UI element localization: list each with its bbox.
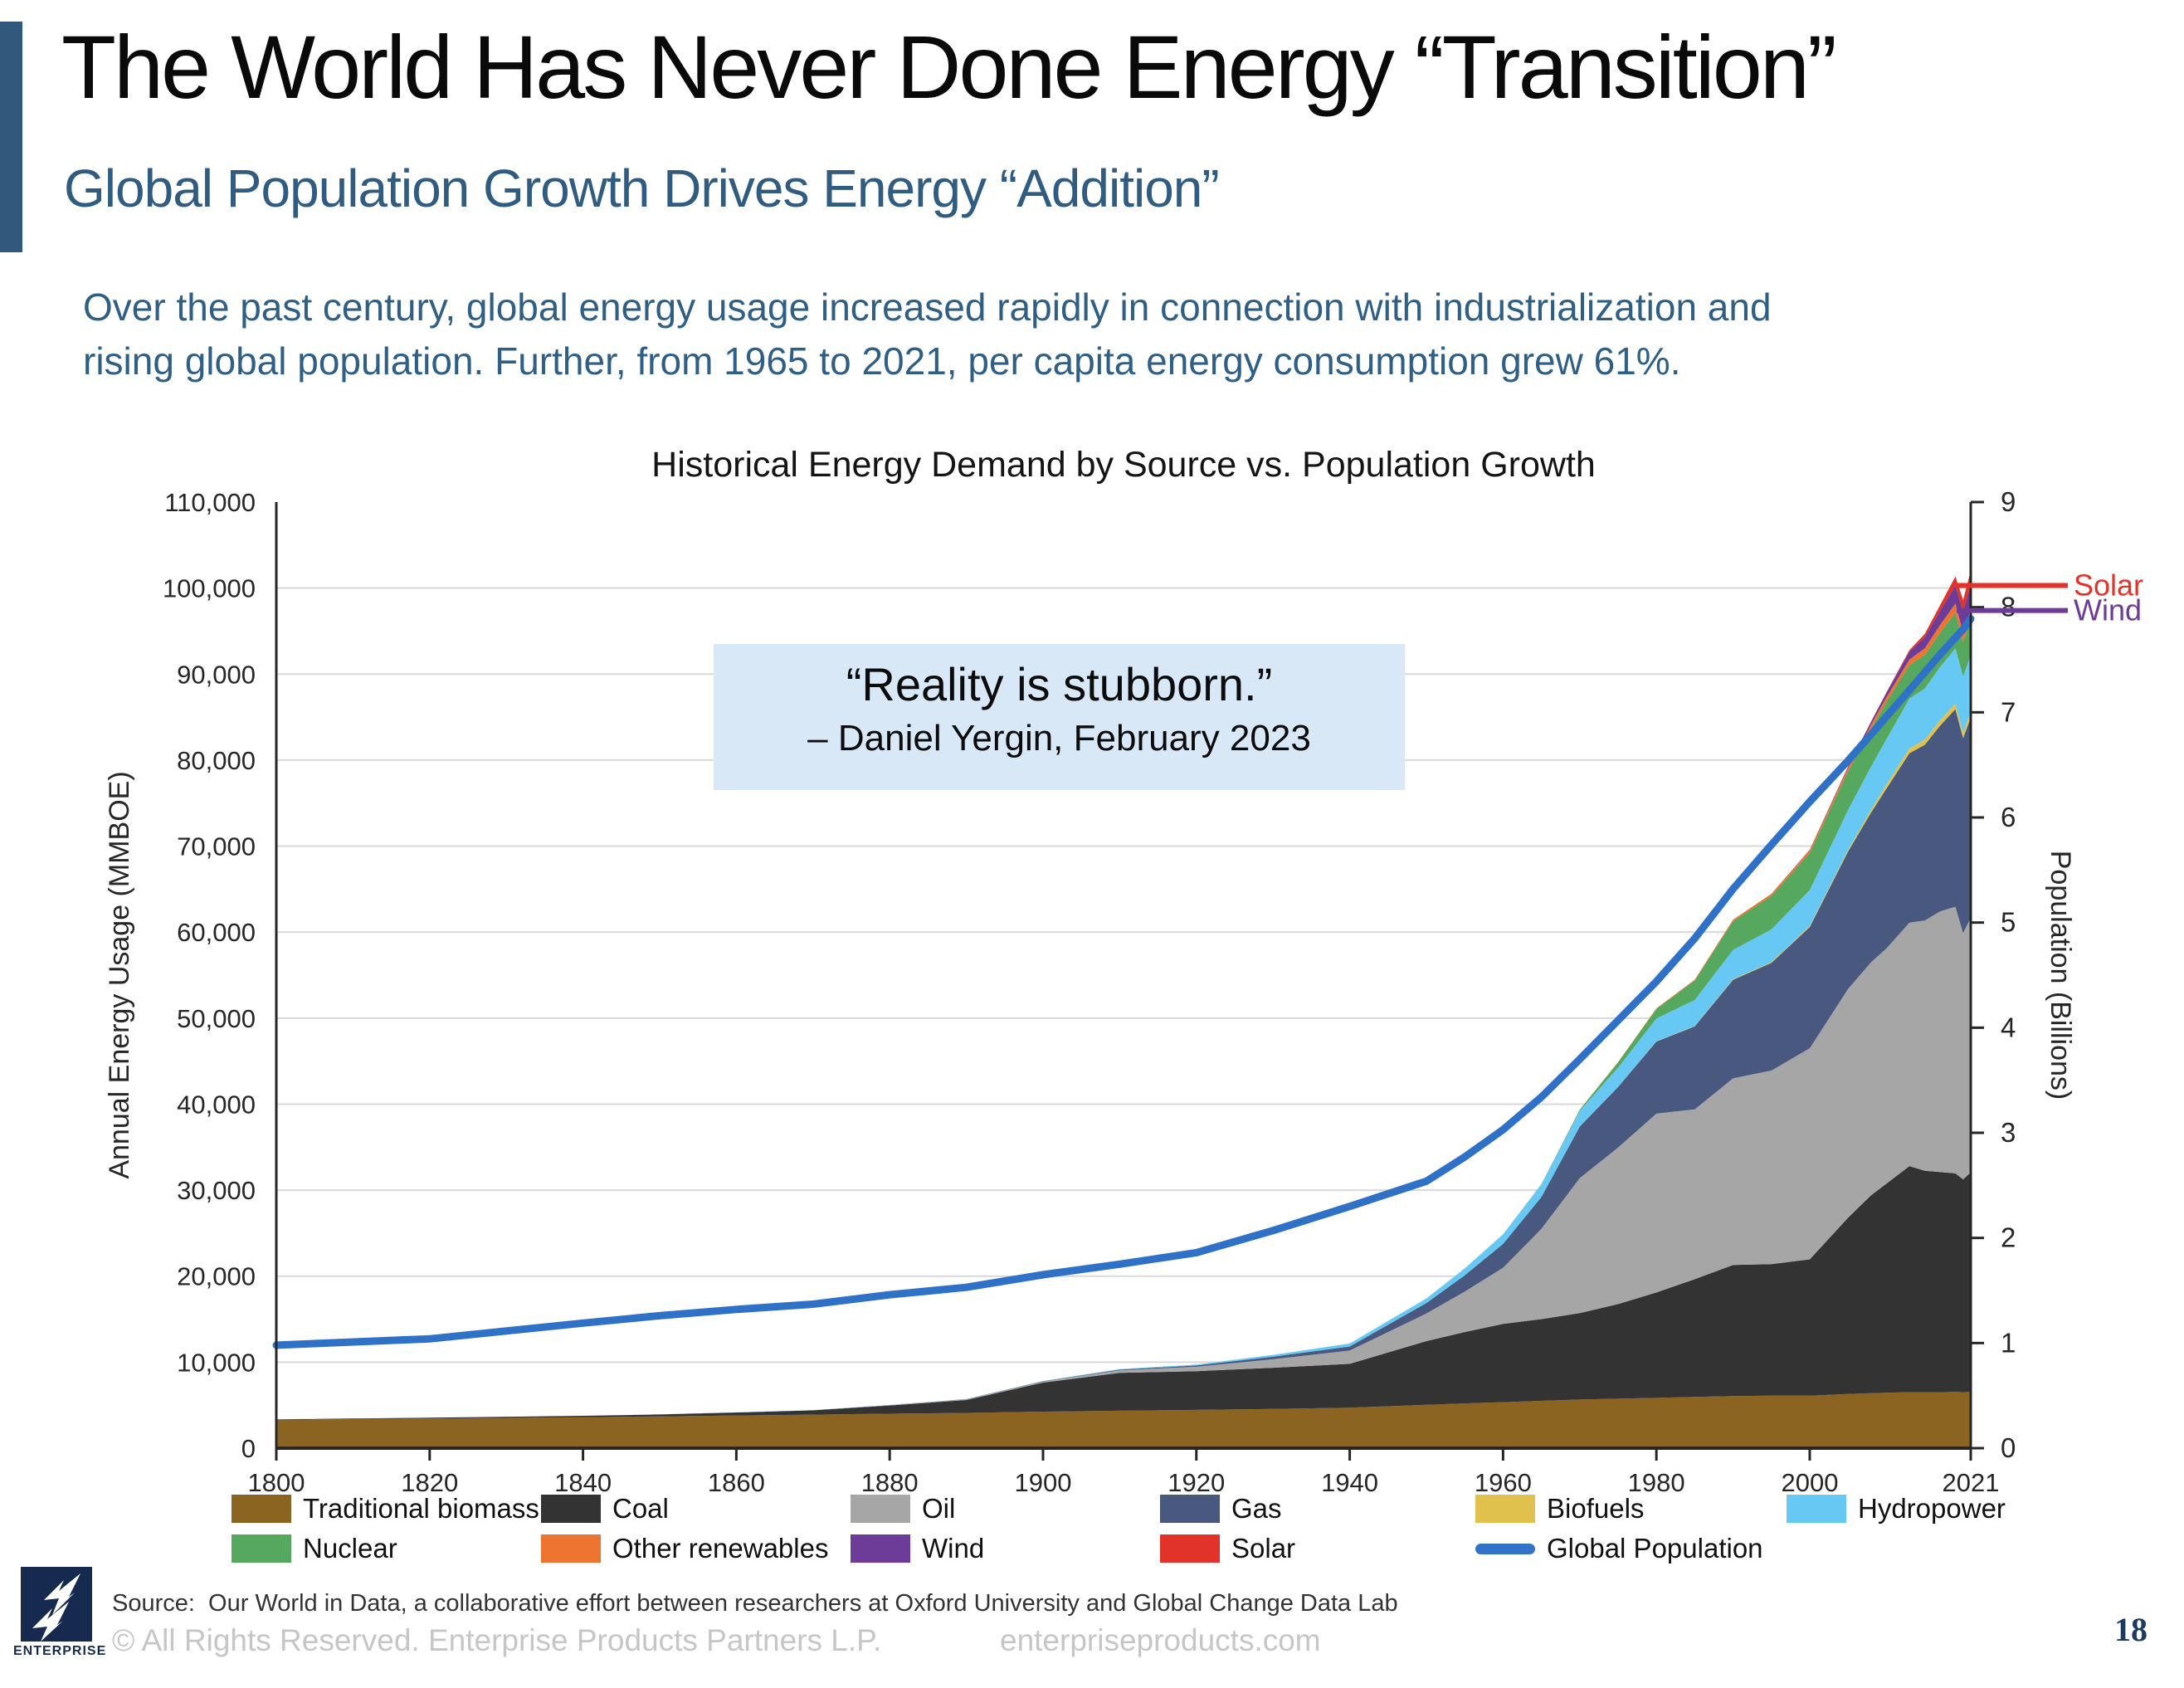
x-tick-label: 1900 xyxy=(1014,1468,1071,1497)
y-tick-label-left: 50,000 xyxy=(177,1004,256,1033)
y-tick-label-right: 3 xyxy=(2001,1117,2016,1148)
y-tick-label-right: 8 xyxy=(2001,592,2016,622)
y-tick-label-right: 1 xyxy=(2001,1327,2016,1358)
area-oil xyxy=(276,906,1971,1420)
area-coal xyxy=(276,1166,1971,1420)
y-tick-label-left: 80,000 xyxy=(177,746,256,775)
area-traditional-biomass xyxy=(276,1392,1971,1448)
y-axis-title-right: Population (Billions) xyxy=(2045,851,2076,1100)
title-accent-bar xyxy=(0,22,22,252)
y-tick-label-right: 0 xyxy=(2001,1432,2016,1463)
page-title: The World Has Never Done Energy “Transit… xyxy=(61,17,1837,117)
x-tick-label: 1960 xyxy=(1475,1468,1532,1497)
y-tick-label-left: 0 xyxy=(241,1434,256,1463)
intro-paragraph: Over the past century, global energy usa… xyxy=(83,281,1772,389)
quote-attribution: – Daniel Yergin, February 2023 xyxy=(807,718,1311,759)
annotation-label-solar: Solar xyxy=(2074,568,2143,603)
y-tick-label-right: 2 xyxy=(2001,1222,2016,1253)
y-tick-label-right: 4 xyxy=(2001,1012,2016,1042)
x-tick-label: 1980 xyxy=(1628,1468,1685,1497)
x-tick-label: 1800 xyxy=(248,1468,305,1497)
y-tick-label-left: 60,000 xyxy=(177,918,256,947)
y-tick-label-left: 100,000 xyxy=(163,574,256,603)
x-tick-label: 2000 xyxy=(1781,1468,1838,1497)
copyright-text: © All Rights Reserved. Enterprise Produc… xyxy=(112,1623,882,1657)
quote-text: “Reality is stubborn.” xyxy=(846,658,1273,710)
x-tick-label: 2021 xyxy=(1943,1468,2000,1497)
y-tick-label-left: 110,000 xyxy=(164,488,256,517)
x-tick-label: 1920 xyxy=(1168,1468,1225,1497)
quote-callout: “Reality is stubborn.” – Daniel Yergin, … xyxy=(714,644,1405,790)
enterprise-logo xyxy=(21,1567,92,1642)
y-tick-label-left: 90,000 xyxy=(177,660,256,689)
enterprise-logo-text: ENTERPRISE xyxy=(13,1644,107,1658)
y-tick-label-right: 7 xyxy=(2001,696,2016,727)
y-axis-title-left: Annual Energy Usage (MMBOE) xyxy=(104,771,135,1178)
annotation-label-wind: Wind xyxy=(2074,593,2142,627)
y-tick-label-left: 30,000 xyxy=(177,1176,256,1205)
y-tick-label-left: 70,000 xyxy=(177,832,256,861)
chart-title: Historical Energy Demand by Source vs. P… xyxy=(651,445,1596,485)
intro-line-1: Over the past century, global energy usa… xyxy=(83,285,1772,329)
y-tick-label-left: 40,000 xyxy=(177,1090,256,1119)
line-global-population xyxy=(272,615,1975,1349)
intro-line-2: rising global population. Further, from … xyxy=(83,339,1681,383)
page-number: 18 xyxy=(2114,1611,2147,1648)
y-tick-label-left: 10,000 xyxy=(177,1348,256,1377)
y-tick-label-right: 6 xyxy=(2001,802,2016,832)
x-tick-label: 1820 xyxy=(401,1468,458,1497)
x-tick-label: 1860 xyxy=(708,1468,765,1497)
website-link[interactable]: enterpriseproducts.com xyxy=(1000,1623,1321,1657)
x-tick-label: 1840 xyxy=(554,1468,612,1497)
y-tick-label-right: 9 xyxy=(2001,486,2016,517)
x-tick-label: 1880 xyxy=(861,1468,919,1497)
y-tick-label-left: 20,000 xyxy=(177,1262,256,1291)
y-tick-label-right: 5 xyxy=(2001,907,2016,938)
x-tick-label: 1940 xyxy=(1321,1468,1378,1497)
source-note: Source: Our World in Data, a collaborati… xyxy=(112,1590,1398,1617)
page-subtitle: Global Population Growth Drives Energy “… xyxy=(64,159,1220,218)
lightning-bolts-icon xyxy=(32,1573,80,1642)
